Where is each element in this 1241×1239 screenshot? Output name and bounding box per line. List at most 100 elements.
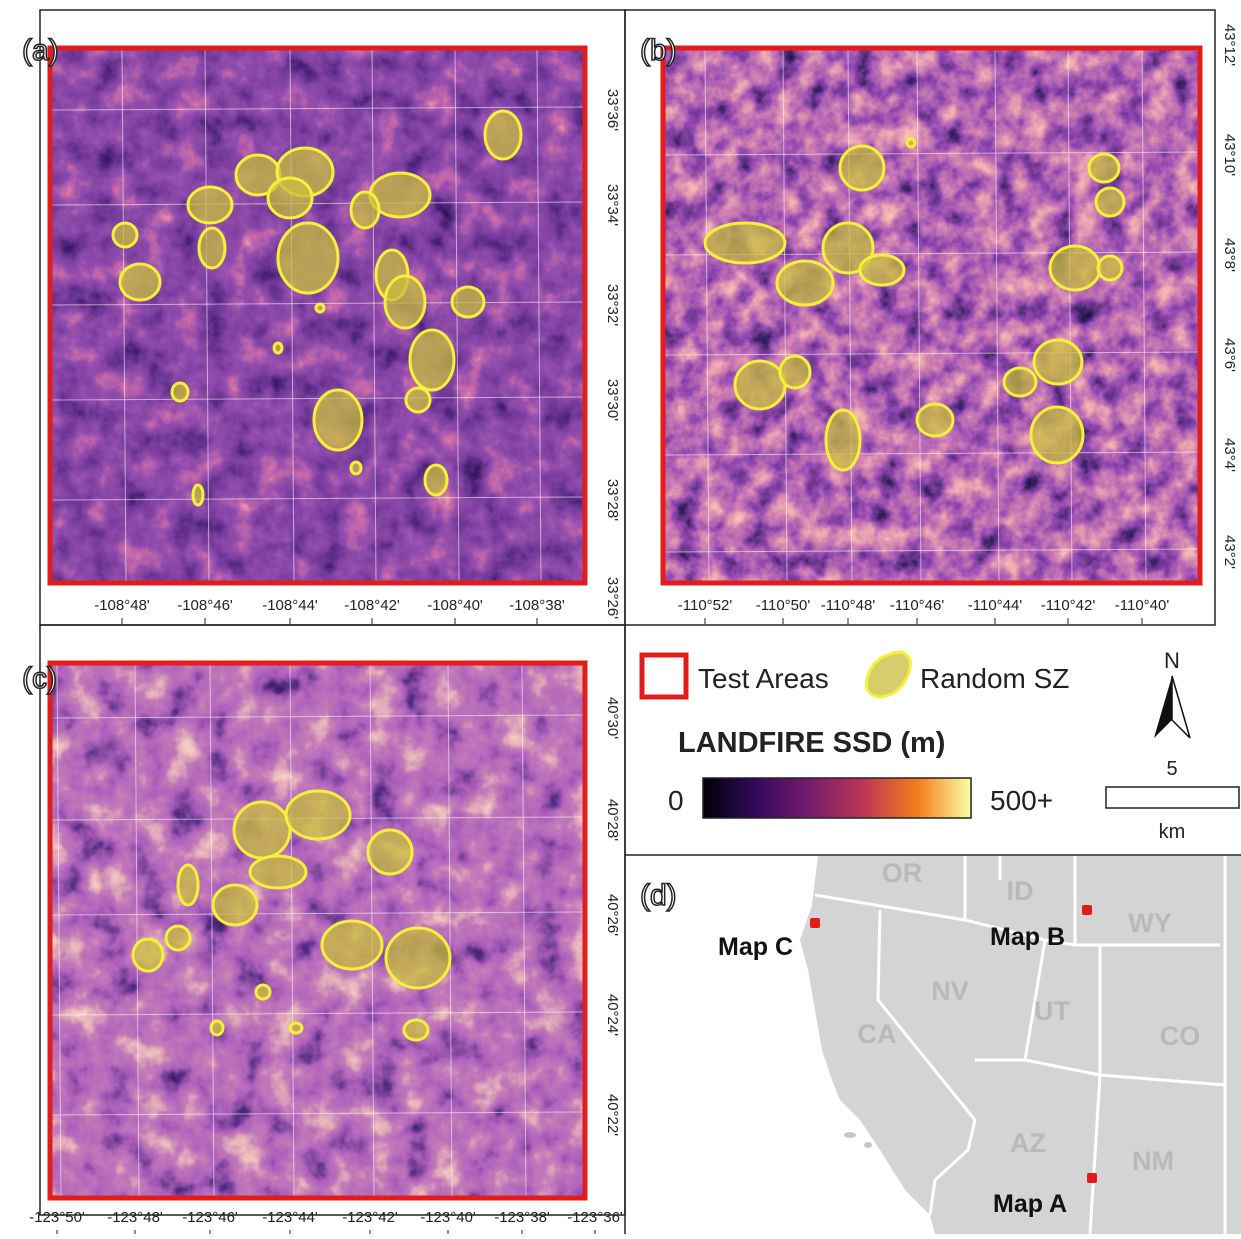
state-label: ID <box>1007 876 1034 906</box>
sz-polygon <box>290 1023 302 1033</box>
legend-label: Test Areas <box>698 663 829 694</box>
sz-polygon <box>211 1021 223 1035</box>
legend-swatch <box>642 655 686 697</box>
site-marker <box>1082 905 1092 915</box>
sz-polygon <box>113 223 137 247</box>
sz-polygon <box>193 485 203 505</box>
scale-value: 5 <box>1166 758 1177 780</box>
site-marker <box>1087 1173 1097 1183</box>
x-tick-label: -110°40' <box>1115 597 1170 614</box>
sz-polygon <box>256 985 270 999</box>
state-label: OR <box>882 858 923 888</box>
sz-polygon <box>286 791 350 839</box>
scale-unit: km <box>1159 821 1186 843</box>
y-tick-label: 33°36' <box>604 89 621 131</box>
x-tick-label: -123°38' <box>494 1209 550 1226</box>
sz-polygon <box>705 223 785 263</box>
x-tick-label: -110°50' <box>756 597 811 614</box>
sz-polygon <box>860 255 904 285</box>
x-tick-label: -108°42' <box>344 597 400 614</box>
sz-polygon <box>322 921 382 969</box>
sz-polygon <box>172 383 188 401</box>
north-arrow <box>1154 676 1172 738</box>
y-tick-label: 40°30' <box>604 697 621 739</box>
map-label: Map B <box>990 923 1065 951</box>
sz-polygon <box>250 856 306 888</box>
x-tick-label: -123°44' <box>262 1209 318 1226</box>
x-tick-label: -123°40' <box>420 1209 476 1226</box>
sz-polygon <box>316 304 324 312</box>
y-tick-label: 43°10' <box>1221 134 1238 176</box>
panel-label: (b) <box>640 34 677 67</box>
sz-polygon <box>199 228 225 268</box>
map-label: Map C <box>718 933 793 961</box>
page: -108°48'-108°46'-108°44'-108°42'-108°40'… <box>0 0 1241 1239</box>
x-tick-label: -108°44' <box>262 597 318 614</box>
sz-polygon <box>777 261 833 305</box>
sz-polygon <box>1089 154 1119 182</box>
x-tick-label: -123°46' <box>182 1209 238 1226</box>
sz-polygon <box>178 865 198 905</box>
map-label: Map A <box>993 1190 1067 1218</box>
sz-polygon <box>840 146 884 190</box>
y-tick-label: 40°26' <box>604 894 621 936</box>
y-tick-label: 40°22' <box>604 1094 621 1136</box>
sz-polygon <box>386 928 450 988</box>
raster <box>663 48 1200 583</box>
state-label: WY <box>1128 908 1172 938</box>
panel-label: (d) <box>640 879 677 912</box>
panel-label: (a) <box>22 34 59 67</box>
y-tick-label: 33°30' <box>604 379 621 421</box>
sz-polygon <box>351 192 379 228</box>
sz-polygon <box>1098 256 1122 280</box>
scale-bar <box>1106 787 1239 808</box>
colorbar-min: 0 <box>668 785 684 816</box>
sz-polygon <box>735 361 785 409</box>
sz-polygon <box>166 926 190 950</box>
sz-polygon <box>1004 368 1036 396</box>
legend-label: Random SZ <box>920 663 1069 694</box>
state-label: UT <box>1034 996 1070 1026</box>
sz-polygon <box>452 287 484 317</box>
x-tick-label: -108°38' <box>509 597 565 614</box>
x-tick-label: -108°40' <box>427 597 483 614</box>
y-tick-label: 33°34' <box>604 184 621 226</box>
sz-polygon <box>917 404 953 436</box>
sz-polygon <box>274 343 282 353</box>
y-tick-label: 40°24' <box>604 994 621 1036</box>
sz-polygon <box>188 187 232 223</box>
colorbar-title: LANDFIRE SSD (m) <box>678 727 945 759</box>
sz-polygon <box>213 885 257 925</box>
sz-polygon <box>278 223 338 293</box>
islands <box>844 1132 872 1148</box>
x-tick-label: -110°48' <box>821 597 876 614</box>
sz-polygon <box>485 111 521 159</box>
legend-swatch <box>867 652 911 697</box>
sz-polygon <box>780 356 810 388</box>
raster <box>50 663 585 1198</box>
sz-polygon <box>406 388 430 412</box>
figure: -108°48'-108°46'-108°44'-108°42'-108°40'… <box>0 0 1241 1234</box>
x-tick-label: -110°52' <box>678 597 733 614</box>
island <box>864 1142 872 1148</box>
state-label: CA <box>858 1019 897 1049</box>
x-tick-label: -110°46' <box>890 597 945 614</box>
sz-polygon <box>234 802 290 858</box>
y-tick-label: 33°26' <box>604 577 621 619</box>
state-label: NV <box>931 976 969 1006</box>
sz-polygon <box>120 264 160 300</box>
x-tick-label: -110°42' <box>1041 597 1096 614</box>
x-tick-label: -123°50' <box>29 1209 85 1226</box>
x-tick-label: -123°48' <box>107 1209 163 1226</box>
sz-polygon <box>410 330 454 390</box>
y-tick-label: 33°32' <box>604 284 621 326</box>
sz-polygon <box>268 178 312 218</box>
state-label: CO <box>1160 1021 1201 1051</box>
panel-label: (c) <box>22 662 57 695</box>
y-tick-label: 43°8' <box>1221 238 1238 272</box>
x-tick-label: -110°44' <box>968 597 1023 614</box>
island <box>844 1132 856 1138</box>
state-label: NM <box>1132 1146 1174 1176</box>
sz-polygon <box>368 830 412 874</box>
